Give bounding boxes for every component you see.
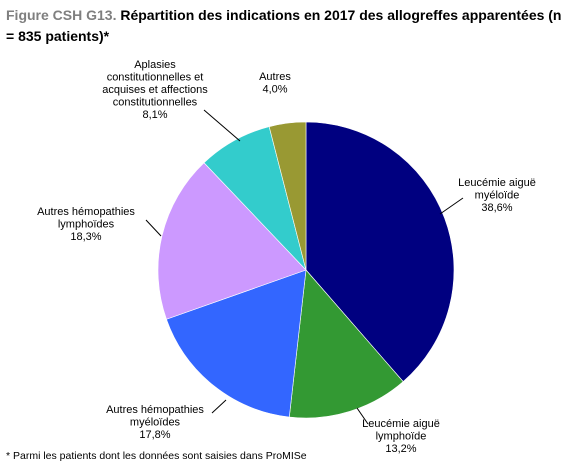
slice-label-line: Aplasies [134, 59, 176, 71]
figure-number: Figure CSH G13. [6, 7, 117, 23]
slice-label-line: Autres hémopathies [37, 206, 135, 218]
pie-slice-aut [268, 121, 307, 271]
footnote: * Parmi les patients dont les données so… [6, 450, 307, 462]
leader-line-apl [203, 109, 241, 142]
slice-label-lam: Leucémie aiguë myéloïde 38,6% [458, 177, 536, 214]
pie-slice-amh [166, 269, 307, 418]
slice-label-line: myéloïde [475, 190, 520, 202]
slice-value-amh: 17,8% [139, 429, 170, 441]
slice-label-line: constitutionnelles et [107, 72, 204, 84]
leader-line-amh [211, 399, 227, 414]
slice-label-line: Leucémie aiguë [362, 418, 440, 430]
chart-title: Figure CSH G13. Répartition des indicati… [6, 5, 566, 47]
slice-label-line: Autres hémopathies [106, 404, 204, 416]
slice-label-line: myéloïdes [130, 417, 181, 429]
leader-line-lam [439, 197, 464, 215]
slice-label-line: Autres [259, 71, 291, 83]
slice-value-alh: 18,3% [70, 231, 101, 243]
slice-label-line: constitutionnelles [113, 97, 198, 109]
slice-label-aut: Autres 4,0% [259, 71, 291, 96]
slice-label-amh: Autres hémopathies myéloïdes 17,8% [106, 404, 204, 441]
figure-caption: Répartition des indications en 2017 des … [6, 7, 562, 44]
leader-line-lal [356, 407, 369, 425]
slice-label-apl: Aplasies constitutionnelles et acquises et… [102, 59, 208, 121]
slice-label-lal: Leucémie aiguë lymphoïde 13,2% [362, 418, 440, 455]
leader-line-alh [145, 219, 162, 237]
slice-label-line: Leucémie aiguë [458, 177, 536, 189]
pie-slice-lam [305, 121, 455, 383]
slice-value-aut: 4,0% [262, 84, 287, 96]
slice-label-line: acquises et affections [102, 84, 208, 96]
slice-value-apl: 8,1% [142, 109, 167, 121]
slice-label-line: lymphoïde [376, 431, 427, 443]
slice-label-line: lymphoïdes [58, 219, 115, 231]
slice-label-alh: Autres hémopathies lymphoïdes 18,3% [37, 206, 135, 243]
slice-value-lam: 38,6% [481, 202, 512, 214]
slice-value-lal: 13,2% [385, 443, 416, 455]
pie-slice-lal [288, 269, 404, 419]
pie-slice-alh [157, 162, 307, 320]
